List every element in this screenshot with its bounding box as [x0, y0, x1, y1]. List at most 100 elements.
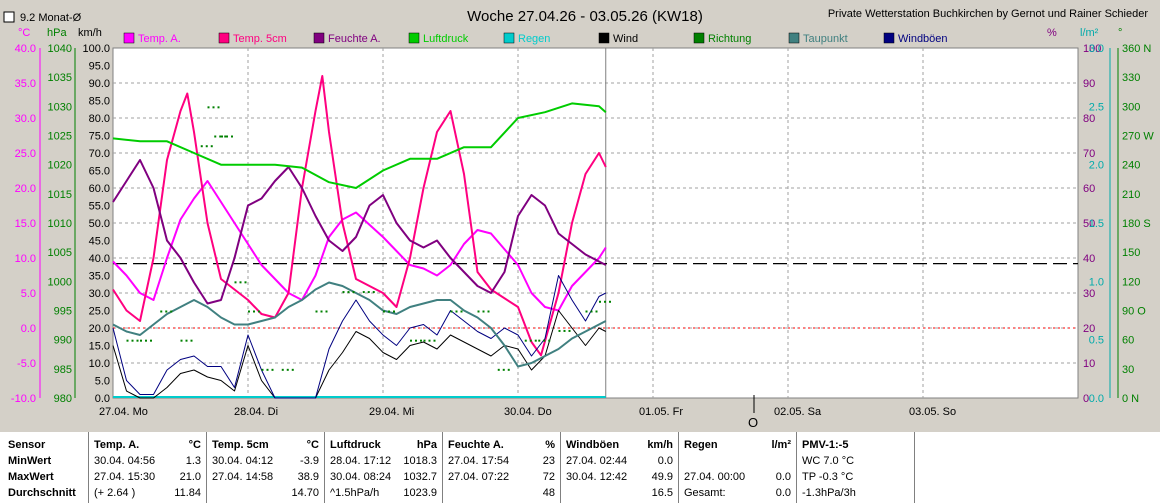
- direction-unit-label: °: [1118, 27, 1122, 39]
- chart-title: Woche 27.04.26 - 03.05.26 (KW18): [467, 8, 703, 25]
- direction-point: [315, 310, 318, 313]
- temp-tick-label: 20.0: [15, 183, 36, 195]
- direction-point: [538, 339, 541, 342]
- pressure-tick-label: 995: [54, 306, 72, 318]
- pressure-tick-label: 1025: [48, 131, 72, 143]
- direction-point: [253, 310, 255, 313]
- direction-point: [266, 368, 269, 371]
- wind-tick-label: 45.0: [89, 236, 110, 248]
- day-tick-label: 28.04. Di: [234, 406, 278, 418]
- direction-point: [214, 135, 217, 138]
- series-feuchte-a-: [112, 159, 607, 305]
- direction-point: [524, 339, 527, 342]
- series-wind: [112, 310, 607, 399]
- pressure-unit-label: hPa: [47, 27, 67, 39]
- legend-swatch: [693, 32, 705, 44]
- statistics-table: Sensor MinWert MaxWert Durchschnitt Temp…: [0, 432, 1160, 503]
- rain-max-value: 0.0: [775, 471, 791, 483]
- legend-swatch: [218, 32, 230, 44]
- pressure-tick-label: 1005: [48, 247, 72, 259]
- legend-label: Temp. 5cm: [233, 33, 287, 45]
- direction-point: [200, 145, 203, 148]
- temp-5cm-max-time: 27.04. 14:58: [212, 471, 274, 483]
- temp-a-avg-note: (+ 2.64 ): [94, 487, 136, 499]
- direction-tick-label: 0 N: [1122, 393, 1139, 405]
- pressure-unit: hPa: [416, 439, 437, 451]
- legend-label: Wind: [613, 33, 638, 45]
- pressure-tick-label: 985: [54, 364, 72, 376]
- direction-point: [239, 281, 242, 284]
- temp-5cm-min-time: 30.04. 04:12: [212, 455, 274, 467]
- direction-tick-label: 120: [1122, 276, 1140, 288]
- direction-point: [585, 310, 588, 313]
- direction-point: [455, 310, 458, 313]
- direction-point: [482, 310, 485, 313]
- humidity-max-value: 72: [542, 471, 555, 483]
- pressure-trend-note: ^1.5hPa/h: [330, 487, 380, 499]
- direction-point: [423, 339, 426, 342]
- pressure-tick-label: 990: [54, 335, 72, 347]
- day-tick-label: 30.04. Do: [504, 406, 552, 418]
- rain-unit-label: l/m²: [1080, 27, 1099, 39]
- month-average-checkbox[interactable]: [3, 11, 15, 23]
- wind-tick-label: 40.0: [89, 253, 110, 265]
- humidity-avg-value: 48: [542, 487, 555, 499]
- direction-point: [367, 291, 370, 294]
- rain-tick-label: 1.0: [1089, 276, 1104, 288]
- legend-label: Windböen: [898, 33, 948, 45]
- direction-tick-label: 60: [1122, 335, 1134, 347]
- direction-point: [372, 291, 375, 294]
- direction-point: [212, 106, 215, 109]
- direction-point: [140, 339, 142, 342]
- legend-label: Regen: [518, 33, 550, 45]
- direction-point: [543, 339, 546, 342]
- day-tick-label: 27.04. Mo: [99, 406, 148, 418]
- max-row-label: MaxWert: [8, 471, 54, 483]
- direction-point: [460, 310, 463, 313]
- humidity-tick-label: 70: [1083, 148, 1095, 160]
- direction-tick-label: 90 O: [1122, 306, 1146, 318]
- direction-point: [507, 368, 510, 371]
- humidity-tick-label: 30: [1083, 288, 1095, 300]
- legend-label: Richtung: [708, 33, 751, 45]
- temp-a-header: Temp. A.: [94, 439, 140, 451]
- pmv-wind-chill: WC 7.0 °C: [802, 455, 855, 467]
- direction-point: [258, 310, 260, 313]
- wind-tick-label: 10.0: [89, 358, 110, 370]
- direction-point: [383, 310, 385, 313]
- temp-a-avg-value: 11.84: [174, 487, 201, 499]
- series-luftdruck: [112, 102, 607, 189]
- direction-point: [170, 310, 173, 313]
- direction-point: [185, 339, 188, 342]
- direction-point: [244, 281, 247, 284]
- legend-label: Luftdruck: [423, 33, 469, 45]
- direction-point: [205, 145, 208, 148]
- stat-col-rain: Regen l/m² 27.04. 00:00 0.0 Gesamt: 0.0: [678, 432, 797, 503]
- day-tick-label: 02.05. Sa: [774, 406, 822, 418]
- gusts-max-value: 49.9: [651, 471, 673, 483]
- compass-marker-label: O: [748, 415, 758, 430]
- direction-point: [604, 300, 606, 303]
- direction-point: [126, 339, 129, 342]
- pressure-header: Luftdruck: [330, 439, 381, 451]
- legend-swatch: [788, 32, 800, 44]
- temp-5cm-unit: °C: [306, 439, 319, 451]
- wind-tick-label: 90.0: [89, 78, 110, 90]
- wind-tick-label: 50.0: [89, 218, 110, 230]
- direction-point: [165, 310, 168, 313]
- legend-swatch: [408, 32, 420, 44]
- direction-tick-label: 210: [1122, 189, 1140, 201]
- legend-swatch: [503, 32, 515, 44]
- day-tick-label: 01.05. Fr: [639, 406, 683, 418]
- stat-col-gusts: Windböen km/h 27.04. 02:44 0.0 30.04. 12:4…: [560, 432, 679, 503]
- direction-point: [609, 300, 611, 303]
- direction-point: [352, 291, 355, 294]
- legend-label: Feuchte A.: [328, 33, 381, 45]
- gusts-header: Windböen: [566, 439, 620, 451]
- series-temp-5cm: [112, 75, 607, 357]
- direction-tick-label: 240: [1122, 160, 1140, 172]
- direction-point: [548, 339, 551, 342]
- direction-tick-label: 150: [1122, 247, 1140, 259]
- direction-tick-label: 360 N: [1122, 43, 1151, 55]
- direction-point: [221, 135, 223, 138]
